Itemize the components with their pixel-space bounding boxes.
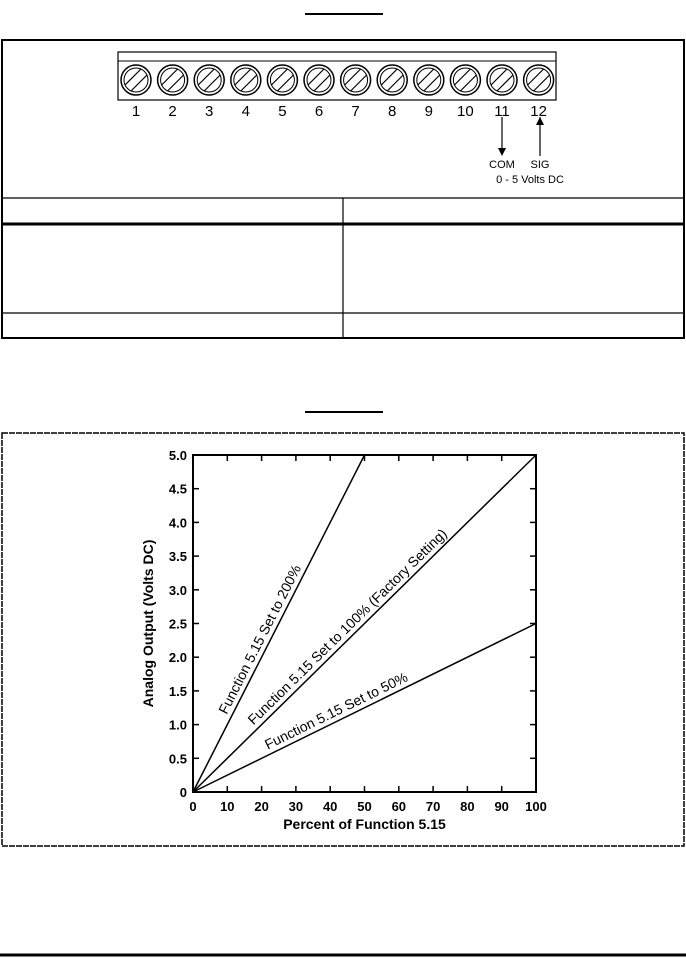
terminals: 1 2 3 4 5 6 7 8 9 10 11 12	[120, 64, 555, 120]
sig-label: SIG	[531, 159, 550, 171]
terminal-screw-inner	[489, 67, 515, 93]
terminal-screw	[376, 64, 408, 96]
x-tick-label: 10	[220, 799, 234, 814]
terminal-number: 12	[530, 103, 547, 120]
terminal-screw-inner	[306, 67, 332, 93]
terminal-number: 2	[168, 103, 176, 120]
x-tick-label: 90	[494, 799, 508, 814]
x-tick-label: 40	[323, 799, 337, 814]
x-tick-label: 20	[254, 799, 268, 814]
y-tick-label: 1.0	[169, 718, 187, 733]
screw-slot	[350, 74, 368, 92]
terminal-screw-inner	[379, 67, 405, 93]
terminal-strip	[117, 51, 557, 101]
screw-slot	[423, 74, 441, 92]
screw-slot	[380, 68, 398, 86]
screw-slot	[313, 74, 331, 92]
terminal-number: 7	[351, 103, 359, 120]
y-tick-label: 4.0	[169, 515, 187, 530]
screw-slot	[459, 74, 477, 92]
terminal-screw-inner	[452, 67, 478, 93]
y-tick-label: 5.0	[169, 448, 187, 463]
screw-slot	[124, 68, 142, 86]
x-tick-label: 60	[392, 799, 406, 814]
terminal-screw	[303, 64, 335, 96]
x-tick-label: 30	[289, 799, 303, 814]
terminal-screw	[156, 64, 189, 96]
series-line	[192, 454, 366, 793]
series-line	[192, 622, 537, 793]
terminal-screw	[193, 64, 225, 96]
x-tick-label: 100	[525, 799, 547, 814]
com-label: COM	[489, 159, 515, 171]
voltage-note: 0 - 5 Volts DC	[496, 174, 564, 186]
terminal-screw-inner	[123, 67, 149, 93]
y-tick-label: 0.5	[169, 751, 187, 766]
series-line	[192, 454, 537, 793]
y-tick-label: 1.5	[169, 684, 187, 699]
chart: 0 0.5 1.0 1.5 2.0 2.5 3.0 3.5 4.0 4.5 5.0 0 10 20 30 40…	[140, 448, 547, 832]
terminal-number: 5	[278, 103, 286, 120]
screw-slot	[496, 74, 514, 92]
screw-slot	[527, 68, 545, 86]
screw-slot	[270, 68, 288, 86]
terminal-screw-inner	[343, 67, 369, 93]
chart-box	[1, 432, 685, 847]
screw-slot	[167, 74, 185, 92]
terminal-number: 4	[242, 103, 250, 120]
y-tick-label: 4.5	[169, 482, 187, 497]
screw-slot	[307, 68, 325, 86]
terminal-number: 8	[388, 103, 396, 120]
x-tick-label: 70	[426, 799, 440, 814]
y-tick-label: 0	[180, 785, 187, 800]
terminal-number: 3	[205, 103, 213, 120]
screw-slot	[344, 68, 362, 86]
screw-slot	[197, 68, 215, 86]
screw-slot	[276, 74, 294, 92]
com-arrow	[498, 148, 506, 156]
terminal-screw-inner	[160, 67, 186, 93]
screw-slot	[203, 74, 221, 92]
x-tick-label: 0	[189, 799, 196, 814]
screw-slot	[234, 68, 252, 86]
terminal-screw	[339, 64, 372, 96]
terminal-screw	[522, 64, 555, 96]
x-tick-label: 80	[460, 799, 474, 814]
y-tick-label: 2.5	[169, 617, 187, 632]
screw-slot	[533, 74, 551, 92]
y-tick-label: 3.0	[169, 583, 187, 598]
terminal-number: 11	[494, 103, 510, 120]
terminal-screw	[230, 64, 262, 96]
y-tick-label: 2.0	[169, 650, 187, 665]
terminal-number: 9	[425, 103, 433, 120]
terminal-number: 6	[315, 103, 323, 120]
terminal-screw-inner	[196, 67, 222, 93]
terminal-screw-inner	[416, 67, 442, 93]
x-axis-title: Percent of Function 5.15	[283, 816, 446, 832]
y-tick-label: 3.5	[169, 549, 187, 564]
terminal-number: 10	[457, 103, 474, 120]
terminal-screw-inner	[233, 67, 259, 93]
terminal-screw	[266, 64, 299, 96]
terminal-screw-inner	[526, 67, 552, 93]
screw-slot	[453, 68, 471, 86]
terminal-screw	[120, 64, 152, 96]
y-axis-title: Analog Output (Volts DC)	[140, 540, 156, 708]
screw-slot	[490, 68, 508, 86]
terminal-screw-inner	[269, 67, 295, 93]
sig-arrow	[536, 117, 544, 125]
screw-slot	[130, 74, 148, 92]
screw-slot	[386, 74, 404, 92]
terminal-screw	[449, 64, 482, 96]
screw-slot	[240, 74, 258, 92]
terminal-screw	[486, 64, 518, 96]
terminal-number: 1	[132, 103, 140, 120]
x-tick-label: 50	[357, 799, 371, 814]
terminal-screw	[413, 64, 445, 96]
screw-slot	[417, 68, 435, 86]
screw-slot	[161, 68, 179, 86]
